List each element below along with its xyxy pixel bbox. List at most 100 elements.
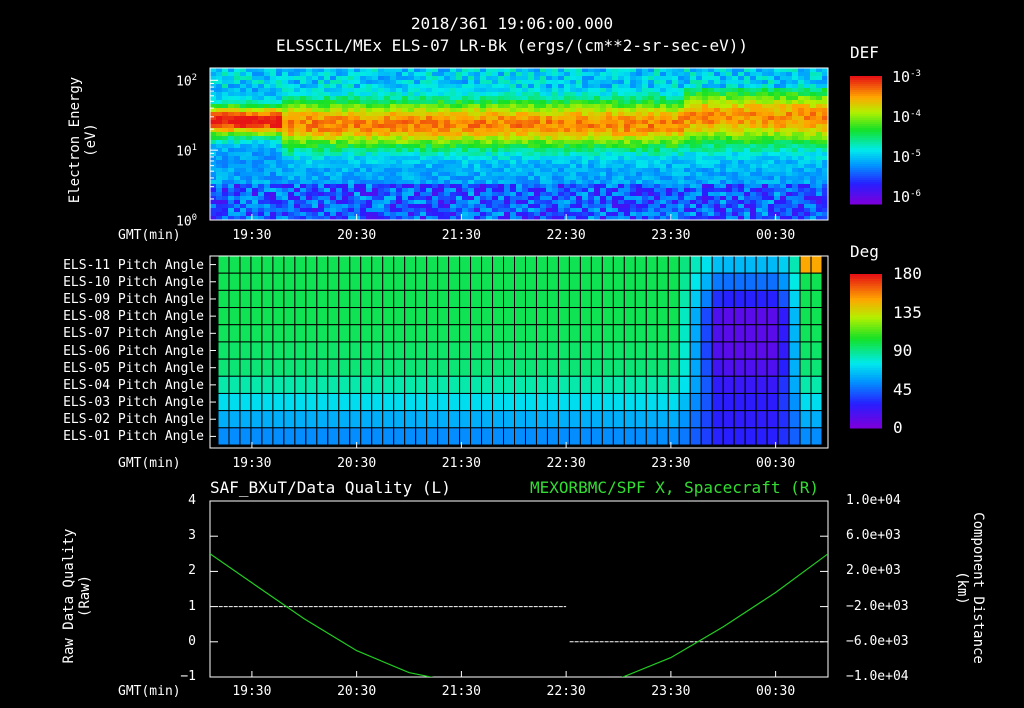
spectrogram-cell [744,76,750,80]
spectrogram-cell [360,148,366,152]
spectrogram-cell [438,184,444,188]
spectrogram-cell [480,156,486,160]
spectrogram-cell [600,184,606,188]
spectrogram-cell [606,76,612,80]
spectrogram-cell [720,172,726,176]
spectrogram-cell [780,152,786,156]
spectrogram-cell [366,180,372,184]
spectrogram-cell [366,148,372,152]
spectrogram-cell [240,72,246,76]
spectrogram-cell [234,172,240,176]
pitch-angle-row-label: ELS-06 Pitch Angle [63,343,204,359]
pitch-angle-cell [678,289,691,309]
spectrogram-cell [318,148,324,152]
spectrogram-cell [396,132,402,136]
spectrogram-cell [492,168,498,172]
spectrogram-cell [372,84,378,88]
spectrogram-cell [252,148,258,152]
spectrogram-cell [756,164,762,168]
deg-colorbar-swatch [850,346,882,350]
spectrogram-cell [468,148,474,152]
pitch-angle-cell [426,427,439,446]
spectrogram-cell [462,168,468,172]
spectrogram-cell [792,140,798,144]
pitch-angle-cell [217,341,230,360]
spectrogram-cell [552,176,558,180]
spectrogram-cell [432,172,438,176]
spectrogram-cell [396,164,402,168]
pitch-angle-cell [645,392,658,412]
spectrogram-cell [576,196,582,200]
spectrogram-cell [558,80,564,84]
spectrogram-cell [594,88,600,92]
spectrogram-cell [354,132,360,136]
spectrogram-cell [582,104,588,108]
spectrogram-cell [570,180,576,184]
spectrogram-cell [492,124,498,128]
spectrogram-cell [426,216,432,220]
spectrogram-cell [270,156,276,160]
spectrogram-cell [756,128,762,132]
spectrogram-cell [558,120,564,124]
spectrogram-cell [462,184,468,188]
spectrogram-cell [210,168,216,172]
pitch-angle-cell [568,375,581,394]
spectrogram-cell [750,132,756,136]
spectrogram-cell [288,212,294,216]
spectrogram-cell [378,108,384,112]
pitch-angle-cell [239,272,252,291]
spectrogram-cell [468,92,474,96]
spectrogram-cell [276,152,282,156]
spectrogram-cell [366,76,372,80]
spectrogram-cell [438,164,444,168]
spectrogram-cell [318,72,324,76]
spectrogram-cell [414,176,420,180]
spectrogram-cell [588,184,594,188]
spectrogram-cell [384,88,390,92]
spectrogram-cell [798,128,804,132]
pitch-angle-cell [228,289,241,309]
spectrogram-cell [528,144,534,148]
spectrogram-cell [720,164,726,168]
spectrogram-cell [282,168,288,172]
spectrogram-cell [552,196,558,200]
pitch-angle-cell [601,392,614,412]
pitch-angle-cell [590,307,603,326]
spectrogram-cell [780,168,786,172]
spectrogram-cell [456,100,462,104]
pitch-angle-cell [524,410,537,429]
pitch-angle-cell [810,358,823,377]
spectrogram-cell [732,120,738,124]
spectrogram-cell [450,148,456,152]
spectrogram-cell [798,136,804,140]
spectrogram-cell [456,144,462,148]
spectrogram-cell [702,96,708,100]
spectrogram-cell [474,84,480,88]
spectrogram-cell [816,168,822,172]
spectrogram-cell [306,124,312,128]
spectrogram-cell [354,152,360,156]
spectrogram-cell [246,204,252,208]
spectrogram-cell [612,164,618,168]
spectrogram-cell [342,120,348,124]
spectrogram-cell [330,200,336,204]
spectrogram-cell [456,104,462,108]
spectrogram-cell [546,80,552,84]
spectrogram-cell [642,128,648,132]
pitch-angle-cell [755,427,768,446]
spectrogram-cell [486,144,492,148]
spectrogram-cell [822,196,828,200]
spectrogram-cell [750,76,756,80]
pitch-angle-cell [459,307,472,326]
pitch-angle-cell [481,324,494,343]
spectrogram-cell [288,144,294,148]
spectrogram-cell [222,80,228,84]
spectrogram-cell [624,148,630,152]
spectrogram-cell [612,144,618,148]
spectrogram-cell [366,208,372,212]
spectrogram-cell [336,176,342,180]
spectrogram-cell [384,128,390,132]
spectrogram-cell [750,104,756,108]
spectrogram-cell [498,100,504,104]
pitch-angle-row-label: ELS-09 Pitch Angle [63,291,204,307]
